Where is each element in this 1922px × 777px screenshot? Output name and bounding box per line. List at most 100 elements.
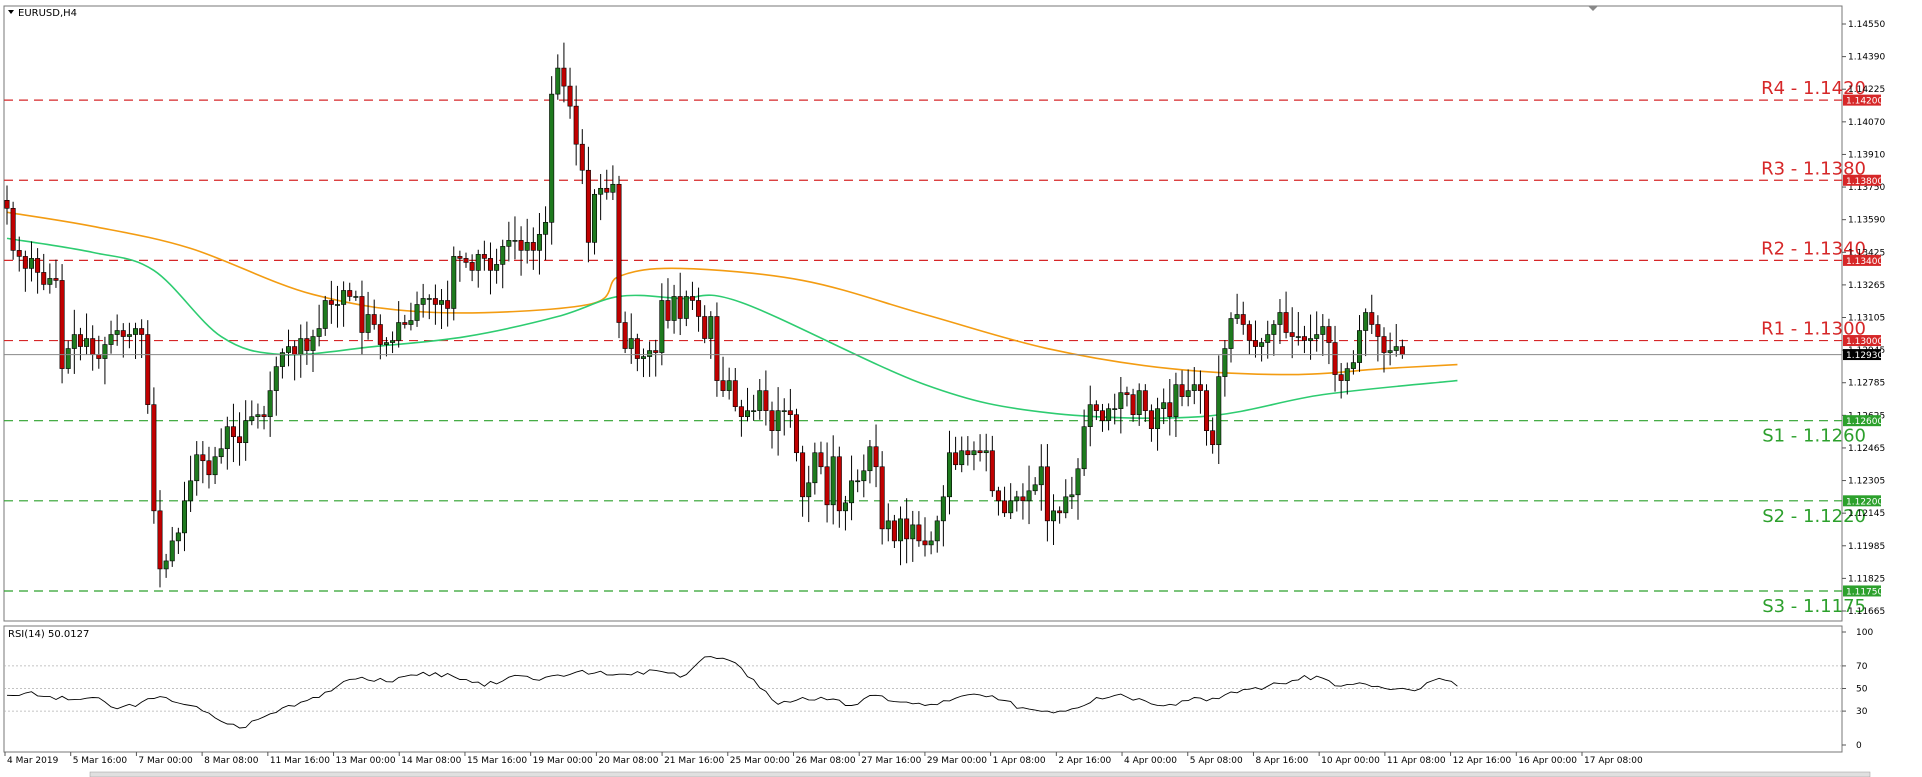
candle-body (35, 258, 41, 273)
candle (328, 280, 334, 324)
candle (757, 379, 763, 420)
candle-body (1363, 312, 1369, 331)
candle (665, 278, 671, 329)
candle-body (273, 366, 279, 391)
candle (230, 403, 236, 463)
candle (145, 320, 151, 414)
candle-body (243, 420, 249, 444)
rsi-panel-frame (3, 625, 1843, 753)
candle-body (775, 410, 781, 431)
candle-body (1314, 334, 1320, 339)
level-tag-label: 1.13800 (1846, 177, 1883, 187)
candle (751, 394, 757, 421)
level-tag-label: 1.13000 (1846, 337, 1883, 347)
candle-body (445, 300, 451, 309)
time-tick-label: 27 Mar 16:00 (861, 756, 921, 766)
time-tick-label: 16 Apr 00:00 (1518, 756, 1577, 766)
candle (1338, 362, 1344, 399)
candle (267, 371, 273, 437)
candle-body (1387, 350, 1393, 353)
candle-body (1026, 490, 1032, 502)
candle (359, 280, 365, 355)
rsi-panel[interactable]: RSI(14) 50.0127 100 70 50 30 0 (3, 625, 1873, 753)
candle (194, 441, 200, 496)
shift-marker-icon[interactable] (1588, 6, 1598, 11)
time-tick-label: 8 Apr 16:00 (1255, 756, 1308, 766)
candle-body (1020, 496, 1026, 502)
candle-body (396, 322, 402, 341)
candle-body (793, 414, 799, 454)
candle (347, 282, 353, 302)
candle-body (120, 330, 126, 337)
candle-body (573, 105, 579, 145)
price-panel[interactable]: EURUSD,H4 R4 - 1.1420 R3 - 1.1380 R2 - 1.1… (3, 5, 1866, 622)
candle-body (463, 258, 469, 263)
candle-body (781, 410, 787, 412)
candle (53, 259, 59, 288)
candle (365, 291, 371, 340)
candle (1026, 465, 1032, 525)
candle (885, 503, 891, 542)
candle-body (885, 520, 891, 530)
candle-body (1246, 324, 1252, 341)
candle (891, 514, 897, 549)
level-tag (1843, 415, 1881, 427)
time-axis[interactable]: 4 Mar 2019 5 Mar 16:00 7 Mar 00:00 8 Mar 08… (4, 752, 1643, 766)
candle (243, 400, 249, 461)
candle (1130, 388, 1136, 422)
candle (1112, 393, 1118, 425)
candle-body (567, 85, 573, 107)
candle (940, 485, 946, 547)
candle (849, 455, 855, 521)
candle-body (1271, 324, 1277, 335)
candle (261, 405, 267, 430)
price-axis[interactable]: 1.14550 1.14390 1.14225 1.14070 1.13910 1.137… (1842, 20, 1885, 617)
candle (1167, 379, 1173, 436)
candle-body (1191, 384, 1197, 391)
candle-body (1210, 430, 1216, 446)
candle-body (849, 480, 855, 504)
candle-body (959, 450, 965, 466)
candle-body (494, 264, 500, 271)
candle (959, 436, 965, 473)
candle-body (1099, 410, 1105, 421)
candle-body (953, 452, 959, 466)
candle-body (1014, 496, 1020, 502)
candle-body (481, 254, 487, 259)
candle (585, 146, 591, 263)
candle-body (763, 390, 769, 411)
candle-body (1326, 326, 1332, 343)
candle-body (1173, 384, 1179, 417)
candle-body (1063, 496, 1069, 514)
candle (524, 218, 530, 264)
candle (16, 236, 22, 272)
candle-body (518, 240, 524, 251)
candle-body (824, 466, 830, 506)
level-tag (1843, 254, 1881, 266)
candle (518, 226, 524, 276)
level-tag (1843, 335, 1881, 347)
candle-body (84, 338, 90, 347)
candle (898, 506, 904, 566)
candle-body (1369, 312, 1375, 325)
candle-body (286, 346, 292, 353)
candle-body (1283, 312, 1289, 333)
candle-body (738, 406, 744, 417)
candle-body (1087, 404, 1093, 427)
candle-body (292, 346, 298, 355)
candle (1179, 370, 1185, 407)
candle (1259, 337, 1265, 362)
candle (855, 469, 861, 493)
candle (35, 248, 41, 294)
candle-body (126, 334, 132, 337)
candle-body (237, 436, 243, 444)
time-tick-label: 26 Mar 08:00 (796, 756, 856, 766)
symbol-menu-triangle-icon[interactable] (8, 10, 14, 14)
level-tag-label: 1.13400 (1846, 257, 1883, 267)
candle (1081, 409, 1087, 476)
price-tick-label: 1.14070 (1848, 118, 1885, 128)
horizontal-scrollbar[interactable] (89, 771, 1871, 777)
candle (965, 436, 971, 466)
candle (1014, 490, 1020, 512)
candle (1369, 294, 1375, 334)
